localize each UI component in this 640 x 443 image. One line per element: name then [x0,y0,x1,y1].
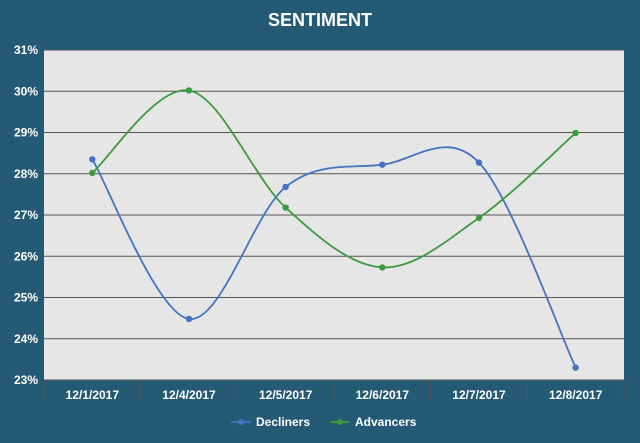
y-tick-label: 29% [14,126,38,140]
data-point-decliners [282,183,289,191]
y-tick-label: 25% [14,291,38,305]
data-point-decliners [89,156,96,163]
y-tick-label: 23% [14,373,38,387]
x-axis-ticks: 12/1/2017 12/4/2017 12/5/2017 12/6/2017 12/7… [43,380,625,402]
data-point-advancers [475,214,483,222]
data-point-advancers [572,129,579,137]
data-point-advancers [89,169,96,177]
series-lines [89,87,579,371]
chart-title: SENTIMENT [267,10,372,30]
y-tick-label: 30% [14,84,38,98]
data-point-decliners [185,315,193,323]
data-point-advancers [282,204,289,211]
data-point-advancers [185,87,193,94]
y-tick-label: 28% [14,167,38,181]
data-point-decliners [379,161,386,168]
y-tick-label: 26% [14,249,38,263]
data-point-decliners [572,364,579,371]
x-tick-label: 12/7/2017 [452,388,506,402]
series-line-advancers [91,89,577,269]
x-tick-label: 12/4/2017 [162,388,216,402]
legend-label: Decliners [256,415,310,429]
y-tick-label: 31% [14,43,38,57]
data-point-decliners [475,159,483,166]
data-point-advancers [379,264,386,271]
x-tick-label: 12/1/2017 [66,388,120,402]
x-tick-label: 12/5/2017 [259,388,313,402]
legend-label: Advancers [355,415,417,429]
x-tick-label: 12/8/2017 [549,388,603,402]
y-axis-ticks: 23% 24% 25% 26% 27% 28% 29% 30% 31% [14,43,38,387]
legend-marker [337,419,343,425]
legend-marker [238,419,244,425]
x-tick-label: 12/6/2017 [356,388,410,402]
legend: Decliners Advancers [231,415,417,429]
series-line-decliners [91,146,577,369]
y-tick-label: 24% [14,332,38,346]
y-tick-label: 27% [14,208,38,222]
